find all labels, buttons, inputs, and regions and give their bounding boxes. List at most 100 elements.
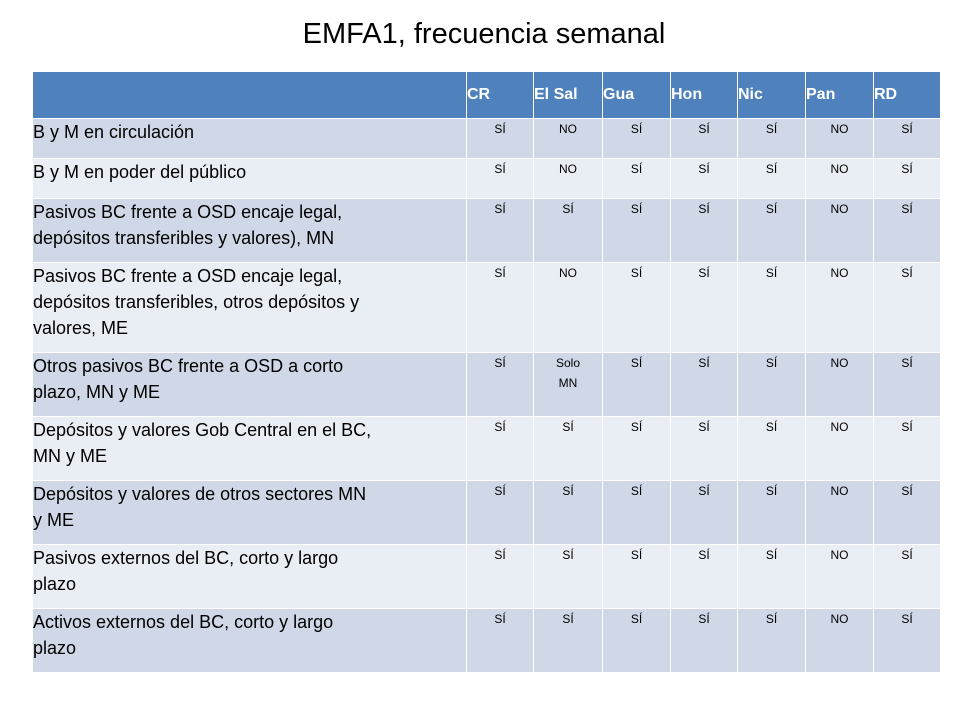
value-cell: SÍ: [602, 544, 671, 609]
value-text: NO: [559, 122, 577, 136]
column-header: El Sal: [533, 71, 603, 119]
value-cell: SÍ: [466, 352, 534, 417]
value-cell: NO: [805, 480, 874, 545]
row-label: B y M en poder del público: [32, 158, 467, 199]
value-text: SÍ: [901, 202, 913, 216]
row-label-line: MN y ME: [33, 446, 107, 466]
table-row: B y M en circulación SÍ NO SÍ SÍ SÍ NO SÍ: [32, 118, 941, 159]
value-cell: NO: [533, 118, 603, 159]
row-label: B y M en circulación: [32, 118, 467, 159]
value-cell: SÍ: [602, 158, 671, 199]
value-text: SÍ: [494, 484, 506, 498]
value-text: SÍ: [494, 612, 506, 626]
value-text: NO: [830, 484, 849, 498]
value-text: SÍ: [698, 162, 710, 176]
value-cell: SÍ: [602, 608, 671, 673]
value-text: SÍ: [901, 420, 913, 434]
column-header: Nic: [737, 71, 806, 119]
value-cell: SÍ: [737, 416, 806, 481]
value-text: SÍ: [562, 612, 574, 626]
table-row: Pasivos BC frente a OSD encaje legal, dep…: [32, 262, 941, 353]
value-cell: SÍ: [873, 544, 941, 609]
row-label: Pasivos BC frente a OSD encaje legal, dep…: [32, 198, 467, 263]
value-text: NO: [830, 122, 849, 136]
value-cell: SÍ: [602, 352, 671, 417]
row-label-line: plazo: [33, 638, 77, 658]
value-cell: Solo MN: [533, 352, 603, 417]
row-label-line: Depósitos y valores Gob Central en el BC…: [33, 420, 372, 440]
frequency-table: CR El Sal Gua Hon Nic Pan RD B y M en ci…: [32, 71, 941, 673]
value-cell: SÍ: [670, 262, 738, 353]
value-cell: SÍ: [873, 118, 941, 159]
value-text: SÍ: [765, 122, 778, 136]
value-text: SÍ: [698, 484, 710, 498]
value-cell: SÍ: [737, 262, 806, 353]
value-text: SÍ: [630, 548, 643, 562]
value-cell: SÍ: [602, 480, 671, 545]
value-text: SÍ: [562, 202, 574, 216]
row-label: Depósitos y valores de otros sectores MN…: [32, 480, 467, 545]
value-text: NO: [830, 548, 849, 562]
value-cell: NO: [805, 262, 874, 353]
value-text: SÍ: [765, 356, 778, 370]
value-text: SÍ: [765, 266, 778, 280]
value-text: SÍ: [630, 612, 643, 626]
header-corner-cell: [32, 71, 467, 119]
value-text: NO: [830, 612, 849, 626]
row-label-line: B y M en circulación: [33, 122, 195, 142]
value-cell: SÍ: [737, 544, 806, 609]
value-cell: SÍ: [873, 262, 941, 353]
value-text: SÍ: [698, 420, 710, 434]
value-cell: NO: [805, 544, 874, 609]
value-cell: SÍ: [466, 608, 534, 673]
value-text: SÍ: [494, 266, 506, 280]
value-text: SÍ: [765, 420, 778, 434]
table-row: Pasivos externos del BC, corto y largo pl…: [32, 544, 941, 609]
row-label-line: valores, ME: [33, 318, 129, 338]
value-cell: SÍ: [873, 198, 941, 263]
value-text: SÍ: [698, 548, 710, 562]
value-cell: SÍ: [670, 158, 738, 199]
value-text: SÍ: [765, 202, 778, 216]
value-cell: SÍ: [466, 544, 534, 609]
value-text: NO: [830, 162, 849, 176]
value-text: SÍ: [698, 266, 710, 280]
value-text: NO: [830, 202, 849, 216]
table-row: Depósitos y valores Gob Central en el BC…: [32, 416, 941, 481]
value-cell: SÍ: [670, 352, 738, 417]
value-cell: SÍ: [602, 198, 671, 263]
value-cell: SÍ: [466, 158, 534, 199]
value-cell: SÍ: [737, 480, 806, 545]
value-cell: NO: [805, 118, 874, 159]
row-label: Pasivos externos del BC, corto y largo pl…: [32, 544, 467, 609]
value-cell: SÍ: [737, 198, 806, 263]
value-text: SÍ: [901, 548, 913, 562]
value-text: SÍ: [562, 420, 574, 434]
value-cell: SÍ: [466, 262, 534, 353]
value-text: SÍ: [630, 202, 643, 216]
value-cell: SÍ: [533, 544, 603, 609]
row-label-line: Pasivos BC frente a OSD encaje legal,: [33, 266, 343, 286]
table-row: Depósitos y valores de otros sectores MN…: [32, 480, 941, 545]
value-cell: NO: [805, 608, 874, 673]
table-row: Activos externos del BC, corto y largo pl…: [32, 608, 941, 673]
row-label-line: Depósitos y valores de otros sectores MN: [33, 484, 367, 504]
value-text: SÍ: [562, 548, 574, 562]
value-cell: NO: [805, 352, 874, 417]
value-text: SÍ: [901, 356, 913, 370]
value-text: SÍ: [765, 484, 778, 498]
row-label-line: depósitos transferibles, otros depósitos…: [33, 292, 360, 312]
value-text: SÍ: [901, 122, 913, 136]
row-label-line: Otros pasivos BC frente a OSD a corto: [33, 356, 344, 376]
value-cell: SÍ: [670, 416, 738, 481]
value-cell: SÍ: [602, 262, 671, 353]
value-text: SÍ: [494, 202, 506, 216]
row-label-line: plazo, MN y ME: [33, 382, 161, 402]
table-row: B y M en poder del público SÍ NO SÍ SÍ SÍ NO SÍ: [32, 158, 941, 199]
value-text: NO: [830, 420, 849, 434]
value-cell: SÍ: [602, 118, 671, 159]
value-cell: SÍ: [466, 480, 534, 545]
row-label-line: y ME: [33, 510, 75, 530]
value-text: SÍ: [630, 356, 643, 370]
value-text: SÍ: [494, 548, 506, 562]
